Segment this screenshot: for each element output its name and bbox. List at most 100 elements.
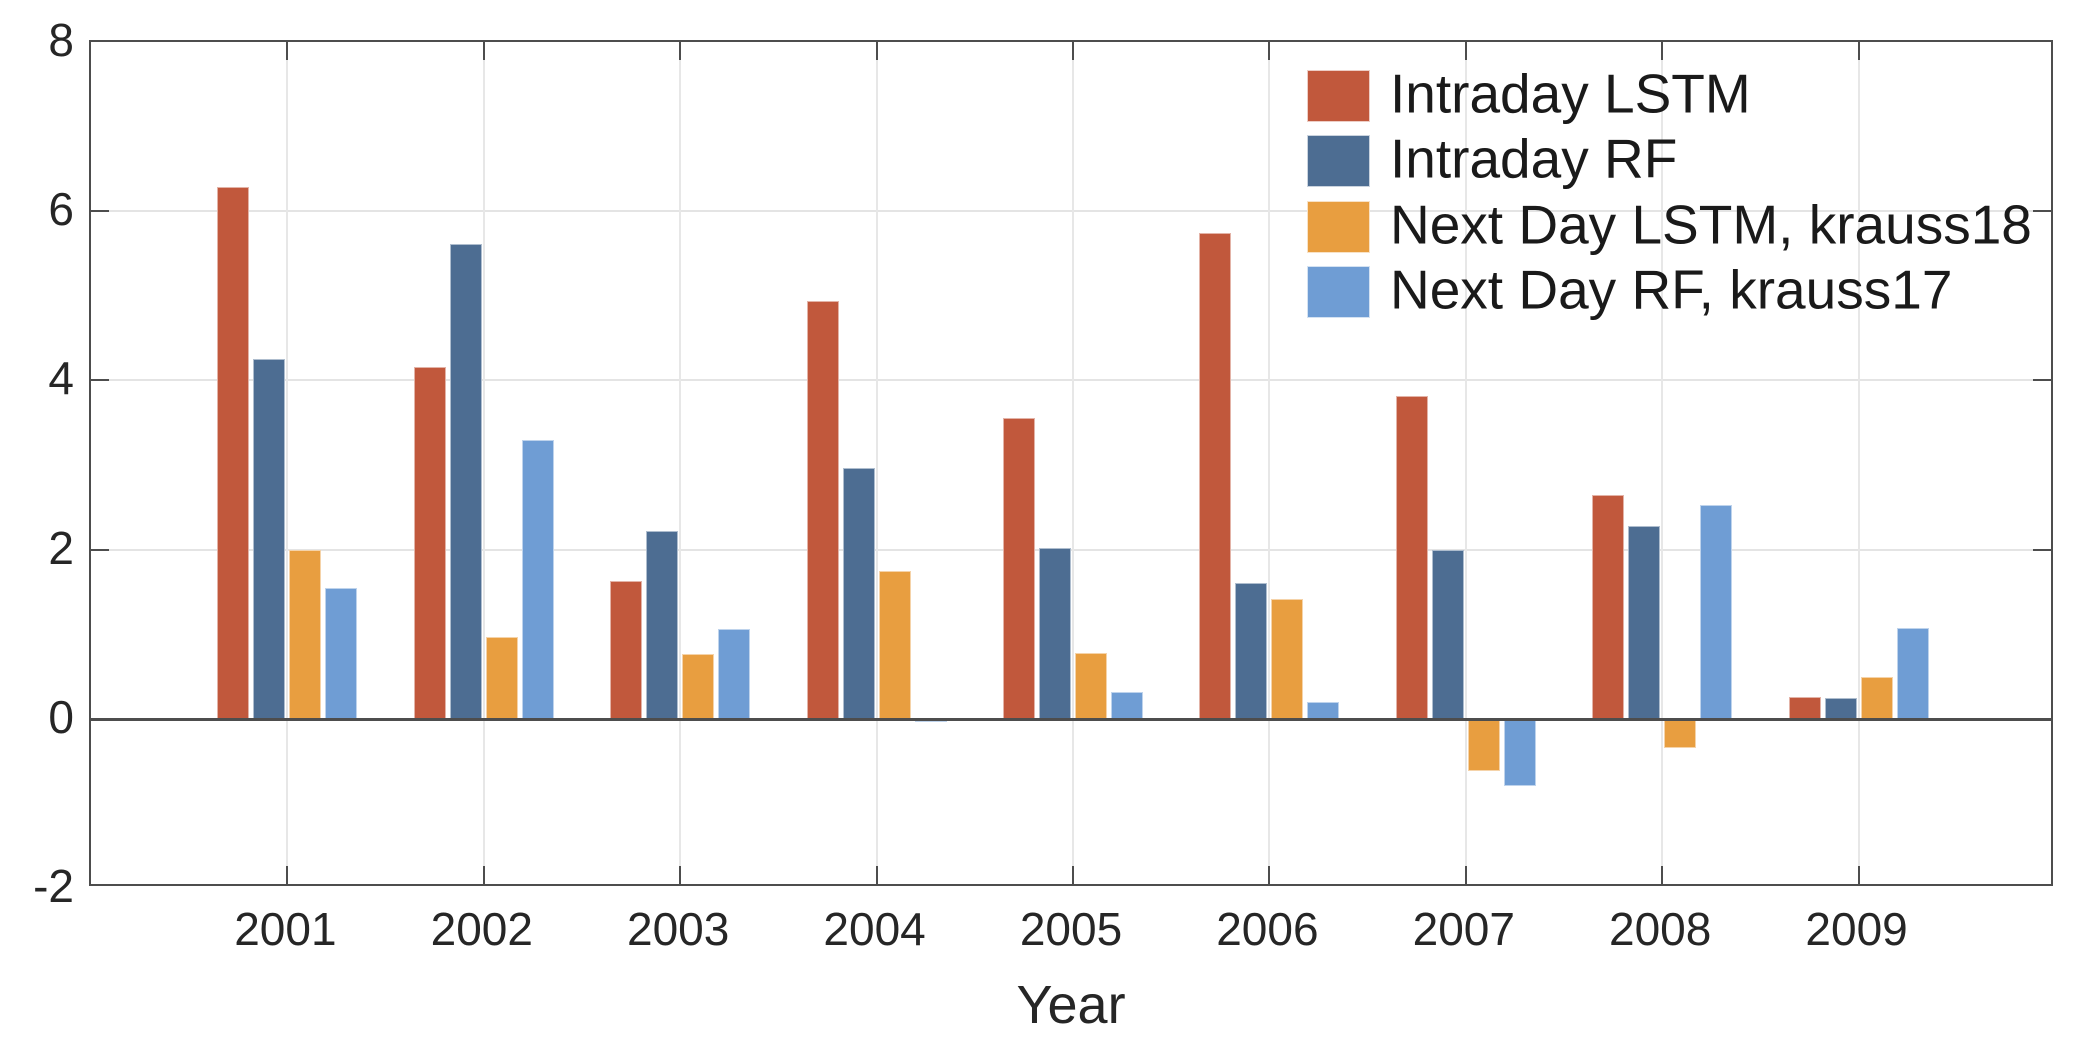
legend-label: Next Day LSTM, krauss18	[1390, 193, 2032, 256]
plot-area	[89, 40, 2053, 886]
bar-2001-s0	[217, 186, 250, 719]
x-tick-top	[1268, 42, 1271, 60]
bar-2003-s2	[682, 653, 715, 719]
bar-2006-s0	[1199, 233, 1232, 719]
bar-2009-s3	[1896, 628, 1929, 719]
y-tick-right	[2033, 379, 2051, 382]
legend-swatch-nextday-lstm	[1307, 201, 1370, 253]
y-tick-right	[2033, 717, 2051, 720]
bar-2008-s0	[1592, 494, 1625, 719]
y-tick-right	[2033, 210, 2051, 213]
bar-2005-s2	[1075, 652, 1107, 719]
x-tick-top	[875, 42, 878, 60]
bar-2005-s1	[1039, 547, 1071, 719]
y-tick-left	[91, 717, 109, 720]
y-tick-label: 8	[48, 14, 74, 66]
bar-2001-s1	[253, 359, 286, 719]
bar-2008-s3	[1700, 504, 1733, 719]
y-tick-label: 4	[48, 352, 74, 405]
horizontal-gridline	[91, 548, 2051, 551]
bar-2002-s1	[449, 244, 482, 719]
x-tick-label: 2002	[430, 903, 533, 955]
horizontal-gridline	[91, 379, 2051, 382]
y-tick-left	[91, 548, 109, 551]
x-tick-label: 2007	[1412, 903, 1515, 955]
bar-2005-s3	[1111, 691, 1143, 719]
bar-2009-s1	[1824, 697, 1857, 719]
vertical-gridline	[1857, 42, 1860, 884]
x-tick-bottom	[1464, 866, 1467, 884]
x-tick-top	[1464, 42, 1467, 60]
legend-label: Next Day RF, krauss17	[1390, 258, 1953, 321]
x-tick-bottom	[679, 866, 682, 884]
vertical-gridline	[875, 42, 878, 884]
bar-2003-s3	[718, 629, 751, 719]
bar-2004-s0	[806, 300, 839, 719]
bar-2002-s0	[413, 366, 446, 719]
horizontal-gridline	[91, 210, 2051, 213]
x-tick-bottom	[1072, 866, 1074, 884]
vertical-gridline	[679, 42, 682, 884]
x-tick-bottom	[1268, 866, 1271, 884]
x-tick-bottom	[1661, 866, 1664, 884]
legend-swatch-intraday-lstm	[1307, 70, 1370, 122]
x-tick-bottom	[875, 866, 878, 884]
x-tick-label: 2008	[1609, 903, 1712, 955]
y-tick-right	[2033, 548, 2051, 551]
vertical-gridline	[1464, 42, 1467, 884]
y-tick-label: 6	[48, 183, 74, 236]
vertical-gridline	[1268, 42, 1271, 884]
x-tick-label: 2006	[1216, 903, 1319, 955]
bar-2001-s3	[325, 587, 358, 719]
vertical-gridline	[286, 42, 289, 884]
bar-2008-s1	[1628, 525, 1661, 719]
bar-2006-s2	[1271, 598, 1304, 719]
bar-2009-s2	[1860, 677, 1893, 719]
x-tick-label: 2001	[234, 903, 337, 955]
bar-2008-s2	[1664, 718, 1697, 748]
y-tick-label: -2	[33, 860, 74, 912]
bar-2002-s2	[485, 636, 518, 719]
x-tick-bottom	[286, 866, 289, 884]
bar-2009-s0	[1788, 696, 1821, 719]
bar-2005-s0	[1003, 417, 1035, 719]
y-tick-left	[91, 210, 109, 213]
legend-label: Intraday RF	[1390, 127, 1678, 190]
bar-2001-s2	[289, 549, 322, 719]
legend-label: Intraday LSTM	[1390, 62, 1751, 125]
x-tick-top	[482, 42, 485, 60]
x-tick-top	[679, 42, 682, 60]
x-tick-bottom	[482, 866, 485, 884]
x-tick-bottom	[1857, 866, 1860, 884]
x-tick-label: 2005	[1019, 903, 1123, 955]
bar-2006-s3	[1307, 701, 1340, 719]
zero-axis-line	[91, 717, 2051, 721]
y-tick-label: 0	[48, 690, 74, 743]
x-tick-top	[286, 42, 289, 60]
bar-2007-s0	[1395, 395, 1428, 719]
bar-2002-s3	[521, 440, 554, 719]
vertical-gridline	[1661, 42, 1664, 884]
bar-2007-s3	[1503, 718, 1536, 787]
bar-2004-s1	[842, 468, 875, 719]
y-tick-left	[91, 379, 109, 382]
x-tick-label: 2003	[627, 903, 730, 955]
bar-2007-s1	[1431, 550, 1464, 719]
bar-2003-s0	[610, 580, 643, 719]
legend-swatch-intraday-rf	[1307, 135, 1370, 187]
vertical-gridline	[1072, 42, 1074, 884]
x-tick-label: 2004	[823, 903, 926, 955]
x-tick-label: 2009	[1805, 903, 1908, 955]
vertical-gridline	[482, 42, 485, 884]
legend-swatch-nextday-rf	[1307, 266, 1370, 318]
x-tick-top	[1661, 42, 1664, 60]
x-tick-top	[1857, 42, 1860, 60]
x-tick-top	[1072, 42, 1074, 60]
bar-2006-s1	[1235, 583, 1268, 719]
bar-2004-s2	[878, 570, 911, 719]
y-tick-label: 2	[48, 521, 74, 574]
bar-2003-s1	[646, 530, 679, 719]
bar-2007-s2	[1467, 718, 1500, 772]
x-axis-title: Year	[1016, 975, 1126, 1035]
